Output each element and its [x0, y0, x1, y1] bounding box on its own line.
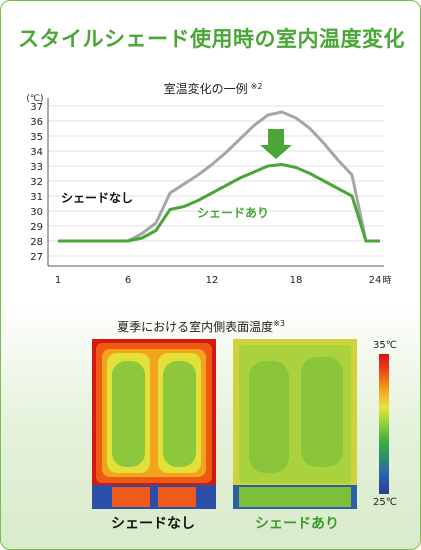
y-tick-label: 34	[30, 147, 43, 158]
x-tick-label: 12	[206, 275, 219, 286]
y-tick-label: 31	[30, 192, 43, 203]
line-chart: 室温変化の一例 ※2 (℃) 27 28 29 30 31 32 33 34 35 36 37 1 6 12…	[26, 81, 392, 286]
temperature-color-scale	[379, 354, 389, 494]
label-without-shade: シェードなし	[111, 516, 195, 532]
series-line-without-shade	[58, 110, 380, 243]
y-tick-label: 33	[30, 162, 43, 173]
label-with-shade: シェードあり	[255, 516, 339, 532]
down-arrow-icon	[260, 129, 292, 159]
y-tick-label: 36	[30, 117, 43, 128]
series-label-without-shade: シェードなし	[61, 191, 133, 205]
scale-max-label: 35℃	[373, 340, 397, 351]
y-tick-label: 28	[30, 237, 43, 248]
series-line-with-shade	[58, 163, 380, 243]
y-tick-label: 27	[30, 252, 43, 263]
thermal-image-without-shade	[92, 339, 216, 509]
x-tick-label: 18	[290, 275, 303, 286]
y-tick-label: 35	[30, 132, 43, 143]
chart-title: 室温変化の一例 ※2	[164, 81, 263, 96]
scale-min-label: 25℃	[373, 497, 397, 508]
y-tick-label: 29	[30, 222, 43, 233]
x-tick-label: 6	[125, 275, 131, 286]
thermo-title: 夏季における室内側表面温度※3	[117, 319, 285, 334]
thermal-image-with-shade	[233, 339, 357, 509]
y-tick-label: 30	[30, 207, 43, 218]
y-axis-unit: (℃)	[26, 94, 43, 104]
x-tick-label: 24時	[369, 275, 392, 286]
x-tick-label: 1	[55, 275, 61, 286]
page-title: スタイルシェード使用時の室内温度変化	[18, 27, 405, 51]
y-tick-label: 37	[30, 102, 43, 113]
y-tick-label: 32	[30, 177, 43, 188]
series-label-with-shade: シェードあり	[197, 206, 269, 220]
x-axis-unit: 時	[382, 275, 391, 286]
